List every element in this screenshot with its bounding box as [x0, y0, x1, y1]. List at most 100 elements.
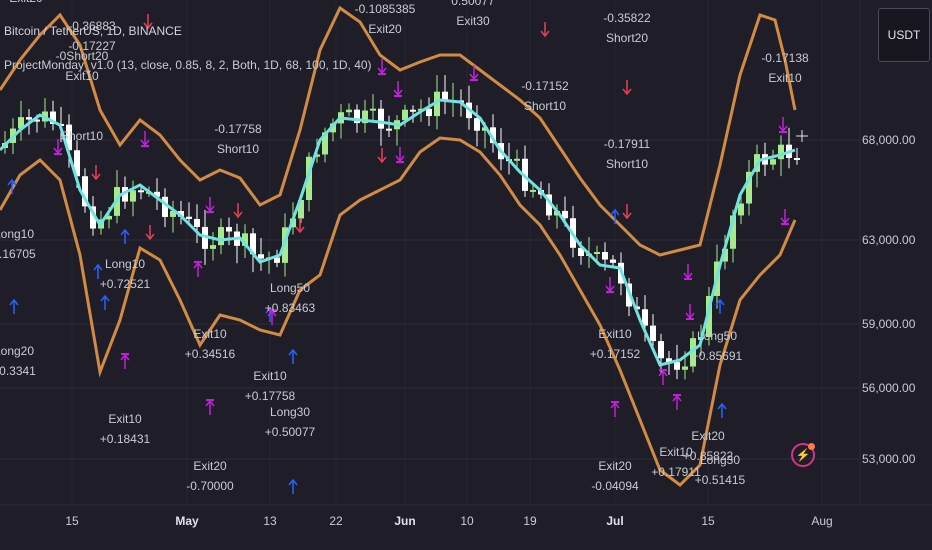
candle [226, 227, 232, 232]
candle [298, 199, 304, 219]
indicator-label[interactable]: ProjectMonday_v1.0 (13, close, 0.85, 8, … [4, 58, 372, 72]
short-arrow-icon [205, 205, 215, 213]
symbol-title: Bitcoin / TetherUS, 1D, BINANCE [4, 24, 182, 38]
signal-value: +0.17911 [651, 465, 701, 479]
candle [130, 190, 136, 202]
candle [514, 158, 520, 161]
signal-label: -0.17152 [521, 79, 569, 93]
candle [410, 109, 416, 112]
signal-label: -0.35822 [603, 11, 651, 25]
signal-label: Long30 [700, 453, 740, 467]
signal-value: Short10 [524, 99, 566, 113]
price-tick-label: 63,000.00 [862, 233, 916, 247]
long-arrow-icon [672, 394, 682, 402]
candle [682, 366, 688, 370]
signal-label: Long10 [105, 257, 145, 271]
signal-label: -0.36883 [68, 19, 116, 33]
candle [378, 108, 384, 129]
signal-label: Long50 [697, 329, 737, 343]
price-tick-label: 59,000.00 [862, 317, 916, 331]
candle [370, 108, 376, 111]
candle [706, 295, 712, 338]
candle [690, 338, 696, 367]
time-tick-label: 22 [329, 514, 343, 528]
long-arrow-icon [610, 208, 620, 216]
candle [106, 215, 112, 220]
signal-value: +0.3341 [0, 364, 36, 378]
candle [138, 190, 144, 193]
candle [386, 128, 392, 131]
candle [658, 341, 664, 359]
signal-label: Exit10 [253, 369, 287, 383]
signal-label: -0.17758 [214, 122, 262, 136]
candle [274, 257, 280, 263]
short-arrow-icon [605, 285, 615, 293]
short-arrow-icon [540, 30, 550, 38]
time-tick-label: 13 [263, 514, 277, 528]
long-arrow-icon [120, 228, 130, 236]
candle [74, 150, 80, 177]
candle [18, 117, 24, 129]
candle [794, 158, 800, 161]
long-arrow-icon [9, 298, 19, 306]
signal-value: Short10 [217, 142, 259, 156]
currency-button[interactable]: USDT [878, 8, 930, 62]
signal-label: Exit20 [691, 429, 725, 443]
signal-value: +0.50077 [265, 425, 316, 439]
short-arrow-icon [778, 125, 788, 133]
long-arrow-icon [715, 298, 725, 306]
short-arrow-icon [377, 156, 387, 164]
candle [778, 144, 784, 160]
candle [162, 196, 168, 217]
candle [66, 124, 72, 151]
time-tick-label: 15 [701, 514, 715, 528]
time-tick-label: May [175, 514, 199, 528]
short-arrow-icon [469, 73, 479, 81]
signal-value: +0.18431 [100, 432, 151, 446]
candle [650, 325, 656, 342]
short-arrow-icon [685, 312, 695, 320]
signal-value: +0.51415 [695, 473, 746, 487]
candle [194, 218, 200, 227]
candle [578, 247, 584, 256]
candle [250, 233, 256, 255]
signal-value: +0.17152 [590, 347, 641, 361]
signal-value: -0.70000 [186, 479, 234, 493]
signal-value: +0.34516 [185, 347, 236, 361]
candle [666, 358, 672, 363]
long-arrow-icon [7, 178, 17, 186]
moving-average-line [0, 98, 796, 367]
candle [546, 194, 552, 216]
signal-label: Long20 [0, 344, 34, 358]
signal-label: Short10 [61, 129, 103, 143]
signal-value: Short20 [606, 31, 648, 45]
candle [202, 226, 208, 249]
candle [154, 191, 160, 197]
signal-label: -0.1085385 [355, 2, 416, 16]
signal-label: Exit10 [108, 412, 142, 426]
short-arrow-icon [393, 89, 403, 97]
long-arrow-icon [658, 369, 668, 377]
signal-value: 0.16705 [0, 247, 36, 261]
candle [354, 109, 360, 124]
signal-value: +0.72521 [100, 277, 151, 291]
upper-band-line [0, 5, 797, 257]
short-arrow-icon [143, 22, 153, 30]
short-arrow-icon [295, 226, 305, 234]
candle [634, 306, 640, 310]
candle [346, 109, 352, 113]
lower-band-line [0, 136, 797, 487]
signal-label: Exit10 [598, 327, 632, 341]
signal-label: Long10 [0, 227, 34, 241]
long-arrow-icon [610, 401, 620, 409]
short-arrow-icon [140, 139, 150, 147]
signal-label: 0.50077 [451, 0, 495, 8]
short-arrow-icon [780, 217, 790, 225]
candle [674, 362, 680, 370]
short-arrow-icon [145, 233, 155, 241]
signal-value: Exit20 [368, 22, 402, 36]
signal-value: +0.17758 [245, 389, 296, 403]
long-arrow-icon [100, 294, 110, 302]
lightning-icon[interactable]: ⚡ [791, 443, 815, 467]
